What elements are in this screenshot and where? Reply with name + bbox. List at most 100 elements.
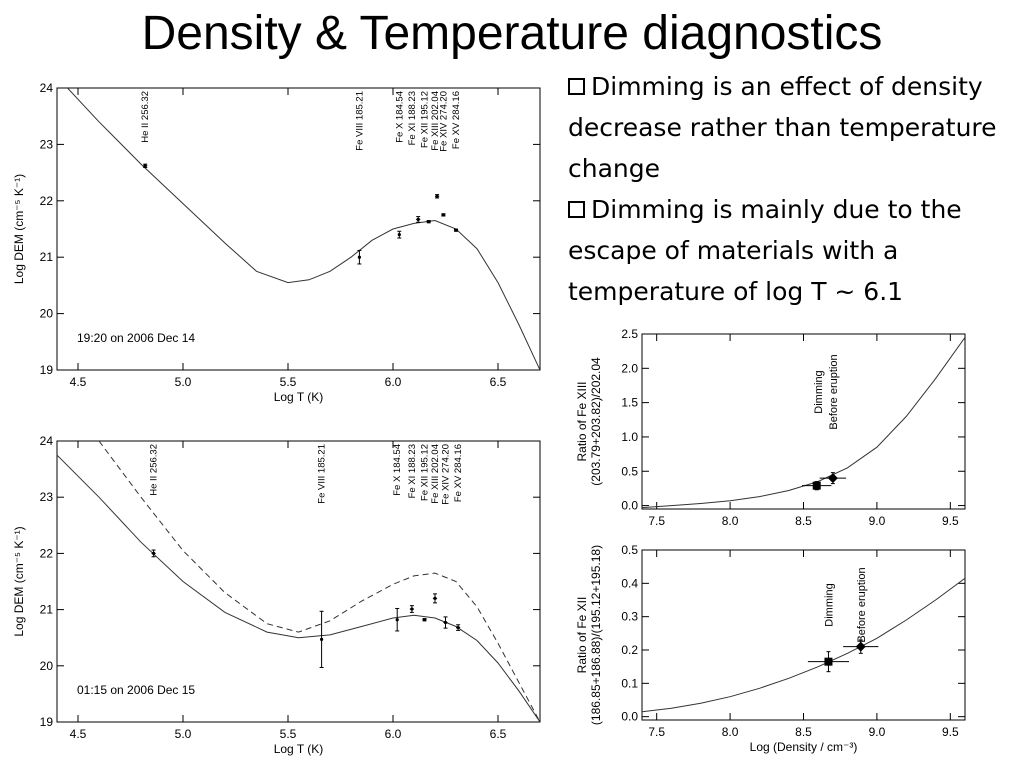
marker-label: Before eruption	[828, 354, 840, 429]
x-axis-label: Log (Density / cm⁻³)	[750, 740, 858, 754]
y-tick-label: 0.4	[621, 576, 638, 590]
y-tick-label: 23	[40, 137, 54, 151]
spectral-line-label: Fe XII 195.12	[420, 444, 431, 501]
y-axis-label: (203.79+203.82)/202.04	[589, 357, 603, 486]
y-tick-label: 20	[40, 659, 54, 673]
series-group	[57, 441, 540, 722]
dem-curve	[67, 88, 540, 370]
x-tick-label: 5.5	[280, 375, 297, 389]
dem-curve	[642, 577, 965, 713]
data-point	[397, 233, 401, 237]
y-tick-label: 21	[40, 603, 54, 617]
dem-chart-dec15: 4.5 5.0 5.5 6.0 6.5 19 20 21 22 23 24 Log T (K) Log …	[12, 434, 541, 756]
data-point	[422, 618, 427, 622]
spectral-line-label: Fe XV 284.16	[451, 91, 462, 149]
spectral-line-label: Fe XV 284.16	[453, 444, 464, 502]
series-group	[642, 337, 965, 509]
fe12-ratio-chart: 7.5 8.0 8.5 9.0 9.5 0.0 0.1 0.2 0.3 0.4 0.5 Log (De…	[575, 543, 966, 754]
x-tick-label: 6.0	[385, 375, 402, 389]
marker-label: Dimming	[823, 583, 835, 626]
y-tick-label: 23	[40, 490, 54, 504]
x-tick-label: 8.5	[795, 725, 812, 739]
x-tick-label: 5.0	[175, 375, 192, 389]
checkbox-bullet-icon	[568, 78, 585, 95]
series-group	[67, 88, 540, 370]
x-tick-label: 8.0	[722, 725, 739, 739]
y-axis-label: Ratio of Fe XII	[575, 597, 589, 674]
dashed-dem-curve	[98, 441, 540, 722]
panel-annotation: 19:20 on 2006 Dec 14	[77, 331, 195, 345]
data-point-square	[824, 657, 833, 666]
bullet-item: Dimming is mainly due to the escape of m…	[568, 189, 1008, 312]
dem-curve	[642, 337, 965, 509]
spectral-line-label: Fe X 184.54	[394, 91, 405, 143]
plot-frame	[56, 440, 541, 723]
x-axis-label: Log T (K)	[274, 390, 324, 404]
y-tick-label: 0.0	[621, 710, 638, 724]
y-tick-label: 22	[40, 546, 54, 560]
x-tick-label: 7.5	[648, 725, 665, 739]
spectral-line-label: He II 256.32	[140, 91, 151, 143]
x-tick-label: 5.5	[280, 727, 297, 741]
x-tick-label: 4.5	[70, 375, 87, 389]
spectral-line-label: Fe VIII 185.21	[317, 444, 328, 504]
data-point	[320, 637, 324, 641]
series-group	[642, 577, 965, 713]
spectral-line-label: Fe XIII 202.04	[430, 444, 441, 504]
x-tick-label: 6.5	[490, 375, 507, 389]
x-tick-label: 6.5	[490, 727, 507, 741]
data-point	[433, 596, 437, 600]
data-point-diamond	[827, 473, 838, 484]
x-tick-label: 6.0	[385, 727, 402, 741]
y-tick-label: 0.5	[621, 543, 638, 557]
x-tick-label: 4.5	[70, 727, 87, 741]
data-point	[435, 194, 439, 198]
data-point	[454, 228, 458, 232]
y-tick-label: 0.3	[621, 610, 638, 624]
x-axis-label: Log T (K)	[274, 742, 324, 756]
plot-frame	[56, 87, 541, 371]
data-point	[410, 607, 414, 611]
y-tick-label: 2.5	[621, 327, 638, 341]
x-tick-label: 7.5	[648, 514, 665, 528]
y-tick-label: 2.0	[621, 361, 638, 375]
spectral-line-label: Fe XIII 202.04	[430, 91, 441, 151]
y-axis-label: Ratio of Fe XIII	[575, 381, 589, 461]
bullet-text: Dimming is an effect of density decrease…	[568, 72, 997, 183]
bullet-list: Dimming is an effect of density decrease…	[568, 66, 1008, 312]
y-tick-label: 24	[40, 81, 54, 95]
slide-title: Density & Temperature diagnostics	[141, 7, 883, 60]
data-point	[143, 164, 147, 168]
spectral-line-label: Fe VIII 185.21	[354, 91, 365, 151]
bullet-item: Dimming is an effect of density decrease…	[568, 66, 1008, 189]
y-tick-label: 24	[40, 434, 54, 448]
y-tick-label: 22	[40, 194, 54, 208]
data-point	[443, 620, 448, 625]
marker-label: Before eruption	[856, 567, 868, 642]
y-axis-label: Log DEM (cm⁻⁵ K⁻¹)	[12, 174, 26, 284]
y-tick-label: 20	[40, 307, 54, 321]
checkbox-bullet-icon	[568, 201, 585, 218]
data-point-square	[812, 481, 821, 490]
data-point-diamond	[855, 641, 866, 652]
y-tick-label: 0.1	[621, 676, 638, 690]
plot-frame	[641, 333, 966, 510]
bullet-text: Dimming is mainly due to the escape of m…	[568, 195, 962, 306]
spectral-line-label: Fe X 184.54	[392, 444, 403, 496]
y-tick-label: 0.2	[621, 643, 638, 657]
spectral-line-label: Fe XII 195.12	[420, 91, 431, 148]
x-tick-label: 5.0	[175, 727, 192, 741]
spectral-line-label: Fe XI 188.23	[407, 91, 418, 145]
marker-label: Dimming	[813, 370, 825, 413]
spectral-line-label: He II 256.32	[149, 444, 160, 496]
y-tick-label: 21	[40, 250, 54, 264]
plot-frame	[641, 549, 966, 721]
data-point	[456, 625, 460, 630]
data-point	[441, 213, 445, 217]
x-tick-label: 9.0	[869, 514, 886, 528]
x-tick-label: 9.5	[942, 725, 959, 739]
dem-curve	[57, 454, 540, 722]
y-tick-label: 0.0	[621, 499, 638, 513]
y-axis-label: Log DEM (cm⁻⁵ K⁻¹)	[12, 526, 26, 636]
fe13-ratio-chart: 7.5 8.0 8.5 9.0 9.5 0.0 0.5 1.0 1.5 2.0 2.5 Ratio o…	[575, 327, 966, 528]
